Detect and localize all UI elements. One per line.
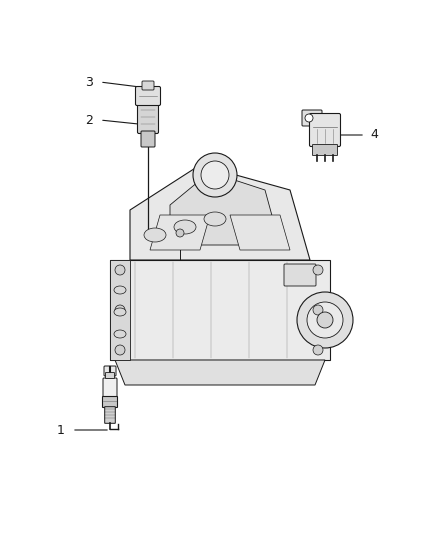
Ellipse shape [114,286,126,294]
Circle shape [313,305,323,315]
Polygon shape [115,360,325,385]
Circle shape [313,345,323,355]
FancyBboxPatch shape [138,102,159,133]
FancyBboxPatch shape [310,114,340,147]
Polygon shape [150,215,210,250]
FancyBboxPatch shape [284,264,316,286]
FancyBboxPatch shape [302,110,322,126]
FancyBboxPatch shape [135,86,160,106]
FancyBboxPatch shape [141,131,155,147]
Text: 4: 4 [370,128,378,141]
Polygon shape [110,260,130,360]
Circle shape [297,292,353,348]
Circle shape [201,161,229,189]
FancyBboxPatch shape [312,144,338,156]
Circle shape [313,265,323,275]
Circle shape [115,345,125,355]
Text: 2: 2 [85,114,93,126]
FancyBboxPatch shape [105,407,115,423]
Ellipse shape [114,330,126,338]
Ellipse shape [114,308,126,316]
FancyBboxPatch shape [106,373,114,378]
Polygon shape [130,165,310,260]
FancyBboxPatch shape [103,378,117,400]
Circle shape [305,114,313,122]
Polygon shape [170,172,280,245]
Circle shape [307,302,343,338]
Polygon shape [230,215,290,250]
Polygon shape [110,260,330,360]
FancyBboxPatch shape [142,81,154,90]
Ellipse shape [144,228,166,242]
Circle shape [115,265,125,275]
Circle shape [193,153,237,197]
Circle shape [176,229,184,237]
FancyBboxPatch shape [102,397,117,408]
Circle shape [317,312,333,328]
Ellipse shape [174,220,196,234]
Text: 3: 3 [85,76,93,88]
Ellipse shape [204,212,226,226]
Circle shape [115,305,125,315]
FancyBboxPatch shape [104,366,116,376]
Text: 1: 1 [57,424,65,437]
